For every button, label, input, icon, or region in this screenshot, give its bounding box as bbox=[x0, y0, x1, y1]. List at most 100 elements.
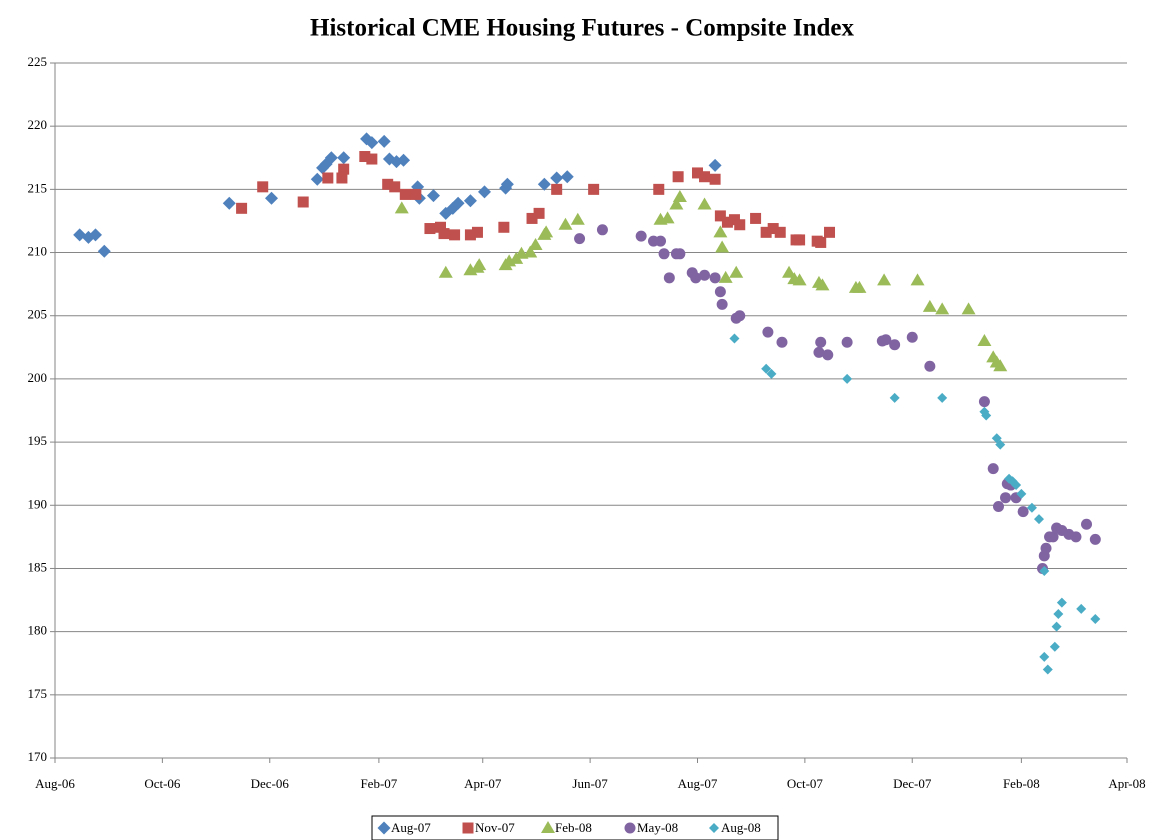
point bbox=[714, 286, 726, 298]
point bbox=[714, 210, 726, 222]
point bbox=[359, 151, 371, 163]
point bbox=[236, 202, 248, 214]
y-tick-label: 185 bbox=[28, 559, 48, 574]
point bbox=[463, 194, 477, 208]
point bbox=[500, 177, 514, 191]
point bbox=[322, 172, 334, 184]
point bbox=[672, 171, 684, 183]
point bbox=[528, 237, 543, 250]
point bbox=[1090, 614, 1101, 624]
point bbox=[699, 269, 711, 281]
point bbox=[993, 501, 1005, 513]
y-tick-label: 220 bbox=[28, 117, 48, 132]
y-tick-label: 180 bbox=[28, 623, 48, 638]
point bbox=[822, 349, 834, 361]
point bbox=[434, 221, 446, 233]
x-tick-label: Dec-07 bbox=[893, 776, 932, 791]
point bbox=[337, 151, 351, 165]
point bbox=[1076, 603, 1087, 614]
point bbox=[655, 235, 667, 247]
point bbox=[596, 224, 608, 236]
point bbox=[697, 197, 712, 210]
point bbox=[1056, 597, 1067, 608]
point bbox=[426, 189, 440, 203]
y-tick-label: 210 bbox=[28, 244, 48, 259]
point bbox=[570, 212, 585, 225]
point bbox=[464, 229, 476, 241]
point bbox=[222, 196, 236, 210]
point bbox=[669, 197, 684, 210]
point bbox=[734, 310, 746, 322]
point bbox=[981, 410, 992, 421]
point bbox=[842, 373, 853, 384]
point bbox=[734, 219, 746, 231]
point bbox=[471, 226, 483, 238]
point bbox=[257, 181, 269, 193]
point bbox=[824, 226, 836, 238]
point bbox=[889, 392, 900, 403]
point bbox=[88, 228, 102, 242]
point bbox=[852, 280, 867, 293]
point bbox=[424, 223, 436, 235]
point bbox=[265, 191, 279, 205]
legend-marker bbox=[709, 823, 719, 833]
point bbox=[937, 392, 948, 403]
legend-label: Feb-08 bbox=[555, 820, 592, 835]
point bbox=[588, 183, 600, 195]
point bbox=[691, 167, 703, 179]
point bbox=[761, 363, 772, 374]
point bbox=[713, 225, 728, 238]
point bbox=[987, 463, 999, 475]
point bbox=[366, 153, 378, 165]
point bbox=[672, 189, 687, 202]
legend-label: Aug-07 bbox=[391, 820, 431, 835]
point bbox=[1026, 502, 1037, 513]
point bbox=[815, 236, 827, 248]
point bbox=[977, 334, 992, 346]
point bbox=[377, 134, 391, 148]
point bbox=[382, 178, 394, 190]
point bbox=[1070, 531, 1082, 543]
x-tick-label: Apr-07 bbox=[464, 776, 502, 791]
point bbox=[1000, 492, 1012, 504]
point bbox=[906, 331, 918, 343]
point bbox=[961, 302, 976, 315]
point bbox=[708, 158, 722, 172]
point bbox=[750, 212, 762, 224]
legend-marker bbox=[541, 821, 555, 833]
point bbox=[709, 173, 721, 185]
point bbox=[841, 336, 853, 348]
point bbox=[782, 265, 797, 278]
point bbox=[449, 229, 461, 241]
point bbox=[1039, 651, 1050, 662]
chart-title: Historical CME Housing Futures - Compsit… bbox=[310, 15, 854, 42]
point bbox=[889, 339, 901, 351]
point bbox=[533, 207, 545, 219]
point bbox=[935, 302, 950, 315]
point bbox=[978, 396, 990, 408]
point bbox=[498, 221, 510, 233]
point bbox=[995, 439, 1006, 450]
point bbox=[324, 151, 338, 165]
point bbox=[1033, 514, 1044, 525]
point bbox=[539, 225, 554, 238]
point bbox=[766, 368, 777, 379]
point bbox=[815, 278, 830, 291]
x-tick-label: Dec-06 bbox=[251, 776, 290, 791]
point bbox=[1081, 518, 1093, 530]
point bbox=[721, 216, 733, 228]
point bbox=[715, 240, 730, 253]
point bbox=[438, 228, 450, 240]
point bbox=[537, 177, 551, 191]
point bbox=[674, 248, 686, 260]
y-tick-label: 205 bbox=[28, 307, 48, 322]
point bbox=[729, 333, 740, 344]
x-tick-label: Aug-07 bbox=[678, 776, 718, 791]
y-tick-label: 200 bbox=[28, 370, 48, 385]
point bbox=[397, 153, 411, 167]
y-tick-label: 175 bbox=[28, 686, 48, 701]
x-tick-label: Apr-08 bbox=[1108, 776, 1145, 791]
point bbox=[924, 360, 936, 372]
legend-label: Aug-08 bbox=[721, 820, 761, 835]
